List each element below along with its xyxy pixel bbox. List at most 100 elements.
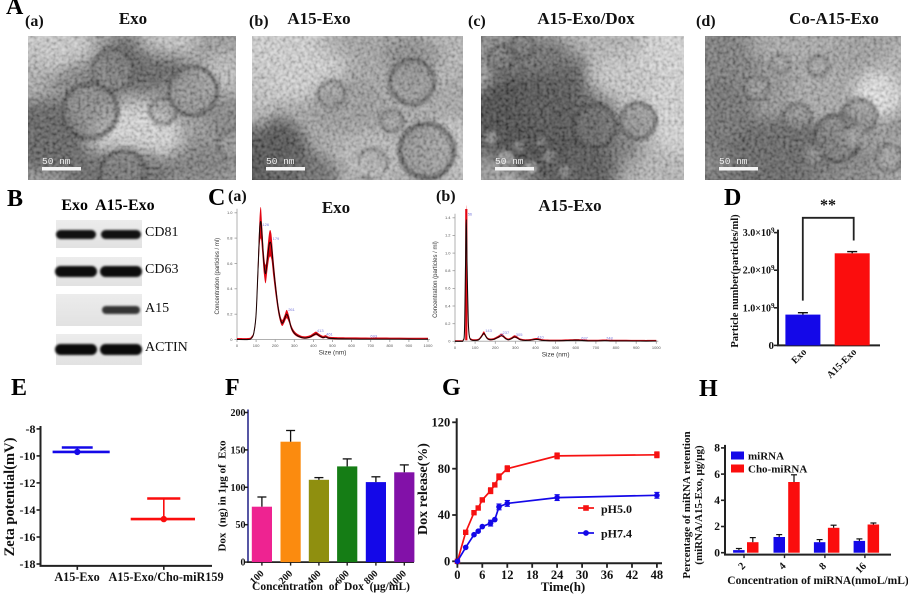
svg-text:0: 0 xyxy=(448,339,451,344)
svg-text:0.6: 0.6 xyxy=(445,286,451,291)
svg-text:1.2: 1.2 xyxy=(445,233,451,238)
svg-text:126: 126 xyxy=(262,222,269,227)
svg-text:30: 30 xyxy=(576,568,589,582)
svg-text:100: 100 xyxy=(472,345,479,350)
svg-text:500: 500 xyxy=(329,343,336,348)
svg-text:600: 600 xyxy=(572,345,579,350)
svg-text:2.0×109: 2.0×109 xyxy=(743,264,775,277)
svg-text:1.0: 1.0 xyxy=(445,250,451,255)
svg-text:120: 120 xyxy=(431,416,450,430)
svg-text:-16: -16 xyxy=(20,530,36,544)
svg-text:100: 100 xyxy=(253,343,260,348)
svg-text:800: 800 xyxy=(386,343,393,348)
svg-text:150: 150 xyxy=(231,445,246,456)
svg-text:413: 413 xyxy=(317,328,324,333)
svg-text:900: 900 xyxy=(633,345,640,350)
svg-text:693: 693 xyxy=(370,334,377,339)
svg-text:200: 200 xyxy=(492,345,499,350)
svg-text:2: 2 xyxy=(714,521,720,533)
svg-text:A15-Exo: A15-Exo xyxy=(54,570,99,584)
svg-text:-14: -14 xyxy=(20,503,36,517)
svg-text:4: 4 xyxy=(714,495,720,507)
svg-text:(miRNA/A15-Exo, μg/μg): (miRNA/A15-Exo, μg/μg) xyxy=(693,445,705,565)
svg-text:50 nm: 50 nm xyxy=(719,156,748,167)
svg-text:400: 400 xyxy=(310,343,317,348)
svg-text:0: 0 xyxy=(454,568,460,582)
svg-text:237: 237 xyxy=(503,330,510,335)
svg-text:0.2: 0.2 xyxy=(227,312,233,317)
svg-text:80: 80 xyxy=(438,462,451,476)
svg-text:500: 500 xyxy=(552,345,559,350)
svg-text:1.4: 1.4 xyxy=(445,215,451,220)
svg-text:pH7.4: pH7.4 xyxy=(601,527,632,541)
svg-text:50: 50 xyxy=(236,520,246,531)
svg-text:Percentage of miRNA retention: Percentage of miRNA retention xyxy=(681,431,693,578)
svg-text:1000: 1000 xyxy=(424,343,434,348)
svg-text:Size (nm): Size (nm) xyxy=(542,351,570,358)
svg-text:800: 800 xyxy=(613,345,620,350)
svg-text:40: 40 xyxy=(438,508,451,522)
svg-text:**: ** xyxy=(820,197,836,214)
svg-text:748: 748 xyxy=(606,336,613,341)
svg-text:461: 461 xyxy=(326,332,333,337)
svg-text:0.8: 0.8 xyxy=(227,235,233,240)
svg-text:100: 100 xyxy=(231,483,246,494)
svg-text:Concentration (particles / ml): Concentration (particles / ml) xyxy=(433,241,439,318)
svg-text:6: 6 xyxy=(479,568,485,582)
svg-text:0: 0 xyxy=(241,558,246,569)
svg-text:0: 0 xyxy=(454,345,457,350)
svg-text:Concentration of Dox (μg/mL: Concentration of Dox (μg/mL) xyxy=(252,581,410,593)
svg-text:0: 0 xyxy=(714,547,720,559)
svg-text:700: 700 xyxy=(367,343,374,348)
svg-text:6: 6 xyxy=(714,469,720,481)
svg-text:0.4: 0.4 xyxy=(445,303,451,308)
svg-text:50 nm: 50 nm xyxy=(42,156,71,167)
svg-text:A15-Exo/Cho-miR159: A15-Exo/Cho-miR159 xyxy=(108,570,223,584)
svg-text:Size (nm): Size (nm) xyxy=(319,350,347,357)
svg-text:0: 0 xyxy=(769,340,775,352)
svg-text:300: 300 xyxy=(512,345,519,350)
svg-text:-12: -12 xyxy=(20,476,36,490)
svg-text:8: 8 xyxy=(714,443,720,455)
svg-text:410: 410 xyxy=(537,334,544,339)
svg-text:143: 143 xyxy=(485,328,492,333)
svg-text:200: 200 xyxy=(231,408,246,419)
svg-text:42: 42 xyxy=(626,568,639,582)
svg-text:0: 0 xyxy=(444,555,450,569)
svg-text:300: 300 xyxy=(291,343,298,348)
svg-text:2: 2 xyxy=(737,561,748,572)
svg-text:50 nm: 50 nm xyxy=(266,156,295,167)
svg-text:261: 261 xyxy=(288,307,295,312)
svg-text:600: 600 xyxy=(348,343,355,348)
svg-text:50 nm: 50 nm xyxy=(495,156,524,167)
svg-text:36: 36 xyxy=(601,568,614,582)
svg-text:16: 16 xyxy=(854,561,869,576)
svg-text:Zeta potential(mV): Zeta potential(mV) xyxy=(2,437,18,556)
svg-text:-10: -10 xyxy=(20,449,36,463)
svg-text:18: 18 xyxy=(526,568,539,582)
svg-text:0: 0 xyxy=(236,343,239,348)
svg-text:637: 637 xyxy=(581,336,588,341)
svg-text:24: 24 xyxy=(551,568,564,582)
svg-text:1.0×109: 1.0×109 xyxy=(743,302,775,315)
svg-text:Concentration of miRNA(nmoL/mL: Concentration of miRNA(nmoL/mL) xyxy=(727,575,908,587)
svg-text:48: 48 xyxy=(651,568,664,582)
svg-text:0.6: 0.6 xyxy=(227,261,233,266)
svg-text:3.0×109: 3.0×109 xyxy=(743,227,775,240)
svg-text:700: 700 xyxy=(593,345,600,350)
svg-text:12: 12 xyxy=(501,568,514,582)
svg-text:miRNA: miRNA xyxy=(748,451,784,463)
svg-text:Time(h): Time(h) xyxy=(541,579,586,594)
svg-text:Dox release(%): Dox release(%) xyxy=(416,443,431,535)
svg-text:400: 400 xyxy=(532,345,539,350)
svg-text:Cho-miRNA: Cho-miRNA xyxy=(748,464,807,476)
svg-text:4: 4 xyxy=(777,560,789,572)
svg-text:1000: 1000 xyxy=(652,345,662,350)
svg-text:Concentration (particles / ml): Concentration (particles / ml) xyxy=(215,238,221,315)
svg-text:0: 0 xyxy=(230,337,233,342)
svg-text:0.4: 0.4 xyxy=(227,286,233,291)
svg-text:900: 900 xyxy=(406,343,413,348)
svg-text:305: 305 xyxy=(516,332,523,337)
svg-text:0.2: 0.2 xyxy=(445,321,451,326)
svg-text:-8: -8 xyxy=(26,422,36,436)
